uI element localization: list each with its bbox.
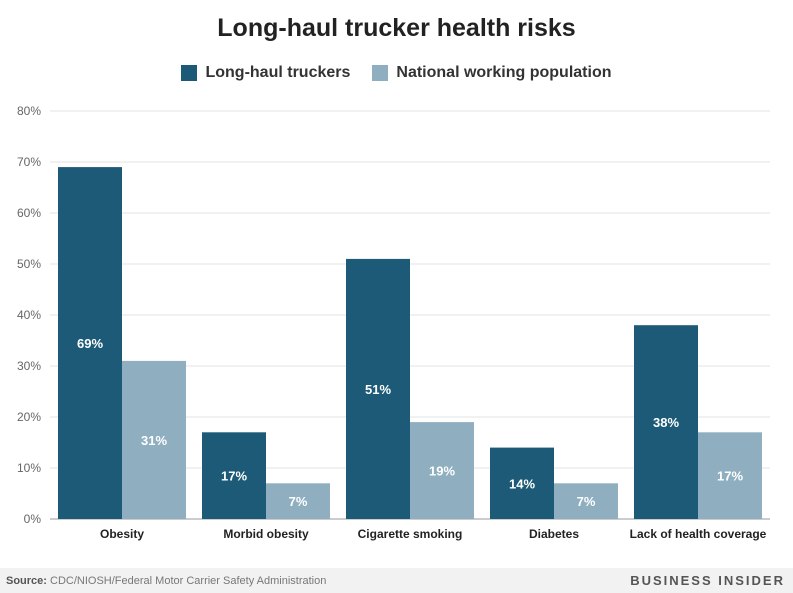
bar [698,432,762,519]
bar-data-label: 31% [141,433,167,448]
bar [490,447,554,519]
legend-item-truckers: Long-haul truckers [181,64,350,82]
bar-data-label: 69% [77,336,103,351]
x-tick-label: Obesity [100,527,144,541]
y-tick-label: 40% [17,308,41,322]
source-label: Source: [6,574,47,587]
legend-label-national: National working population [396,64,612,81]
chart-title: Long-haul trucker health risks [217,14,576,42]
bar [266,483,330,519]
y-tick-label: 10% [17,461,41,475]
x-tick-label: Diabetes [529,527,579,541]
x-tick-label: Lack of health coverage [630,527,767,541]
bar [554,483,618,519]
footer: Source: CDC/NIOSH/Federal Motor Carrier … [0,568,793,593]
bar [410,422,474,519]
legend-swatch-truckers [181,65,198,81]
source-note: Source: CDC/NIOSH/Federal Motor Carrier … [6,575,326,587]
bar-data-label: 38% [653,415,679,430]
bar-data-label: 7% [289,494,308,509]
legend-label-truckers: Long-haul truckers [205,64,351,81]
y-tick-label: 50% [17,257,41,271]
bar-data-label: 14% [509,476,535,491]
y-tick-label: 60% [17,206,41,220]
legend-swatch-national [372,65,389,81]
bar [122,360,186,519]
y-tick-label: 30% [17,359,41,373]
bar-data-label: 19% [429,464,455,479]
bar-data-label: 51% [365,382,391,397]
bar-data-label: 7% [577,494,596,509]
y-tick-label: 80% [17,104,41,118]
bar-chart: 0% 10% 20% 30% 40% 50% 60% 70% 80% 69% 31% Obesity 1… [17,104,770,541]
bar-data-label: 17% [221,469,247,484]
y-tick-label: 70% [17,155,41,169]
bar [58,167,122,519]
y-tick-label: 0% [24,512,42,526]
legend: Long-haul truckers National working popu… [0,64,793,82]
bar [202,432,266,519]
x-tick-label: Morbid obesity [223,527,309,541]
brand-logo: BUSINESS INSIDER [630,573,785,588]
source-text: CDC/NIOSH/Federal Motor Carrier Safety A… [50,574,327,587]
bar [634,325,698,519]
x-tick-label: Cigarette smoking [358,527,463,541]
legend-item-national: National working population [372,64,612,82]
y-tick-label: 20% [17,410,41,424]
bar [346,258,410,519]
bar-data-label: 17% [717,469,743,484]
